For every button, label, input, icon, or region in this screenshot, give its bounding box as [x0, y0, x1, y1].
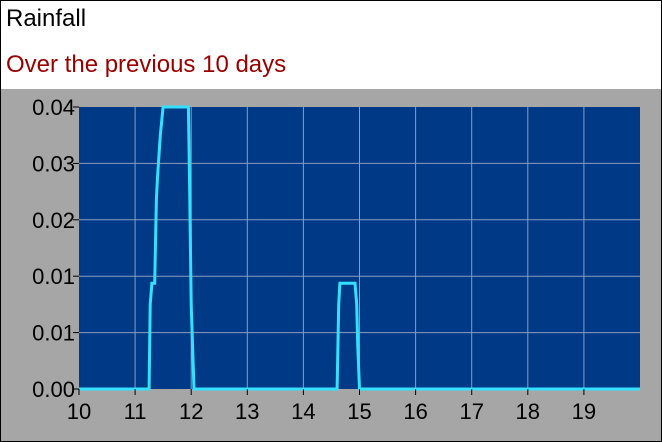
- x-tick-label: 17: [459, 399, 483, 424]
- chart-subtitle: Over the previous 10 days: [6, 51, 287, 78]
- y-axis: 0.00 0.01 0.01 0.02 0.03 0.04: [32, 95, 79, 402]
- series-layer: [79, 105, 640, 391]
- rainfall-chart: 0.000.010.010.020.030.04 10 11 12 13 14 15 16 1…: [32, 95, 640, 424]
- y-tick-label: 0.02: [32, 208, 75, 233]
- chart-title: Rainfall: [6, 5, 87, 32]
- x-tick-label: 10: [67, 399, 91, 424]
- y-tick-label: 0.03: [32, 151, 75, 176]
- x-tick-label: 13: [235, 399, 259, 424]
- x-tick-label: 19: [572, 399, 596, 424]
- x-tick-label: 12: [179, 399, 203, 424]
- chart-panel: 0.00 0.01 0.01 0.02 0.03 0.04 10 11 12 13 14 15 16 1…: [1, 89, 661, 441]
- series-line-0: [79, 105, 640, 391]
- y-tick-label: 0.01: [32, 321, 75, 346]
- x-tick-label: 15: [347, 399, 371, 424]
- y-tick-label: 0.01: [32, 264, 75, 289]
- x-tick-label: 11: [124, 399, 147, 424]
- x-tick-label: 16: [403, 399, 427, 424]
- x-tick-label: 18: [516, 399, 540, 424]
- y-tick-label: 0.00: [32, 377, 75, 402]
- y-tick-label: 0.04: [32, 95, 75, 120]
- x-tick-label: 14: [291, 399, 315, 424]
- x-axis: 10 11 12 13 14 15 16 17 18 19: [67, 389, 596, 424]
- grid: [79, 107, 640, 389]
